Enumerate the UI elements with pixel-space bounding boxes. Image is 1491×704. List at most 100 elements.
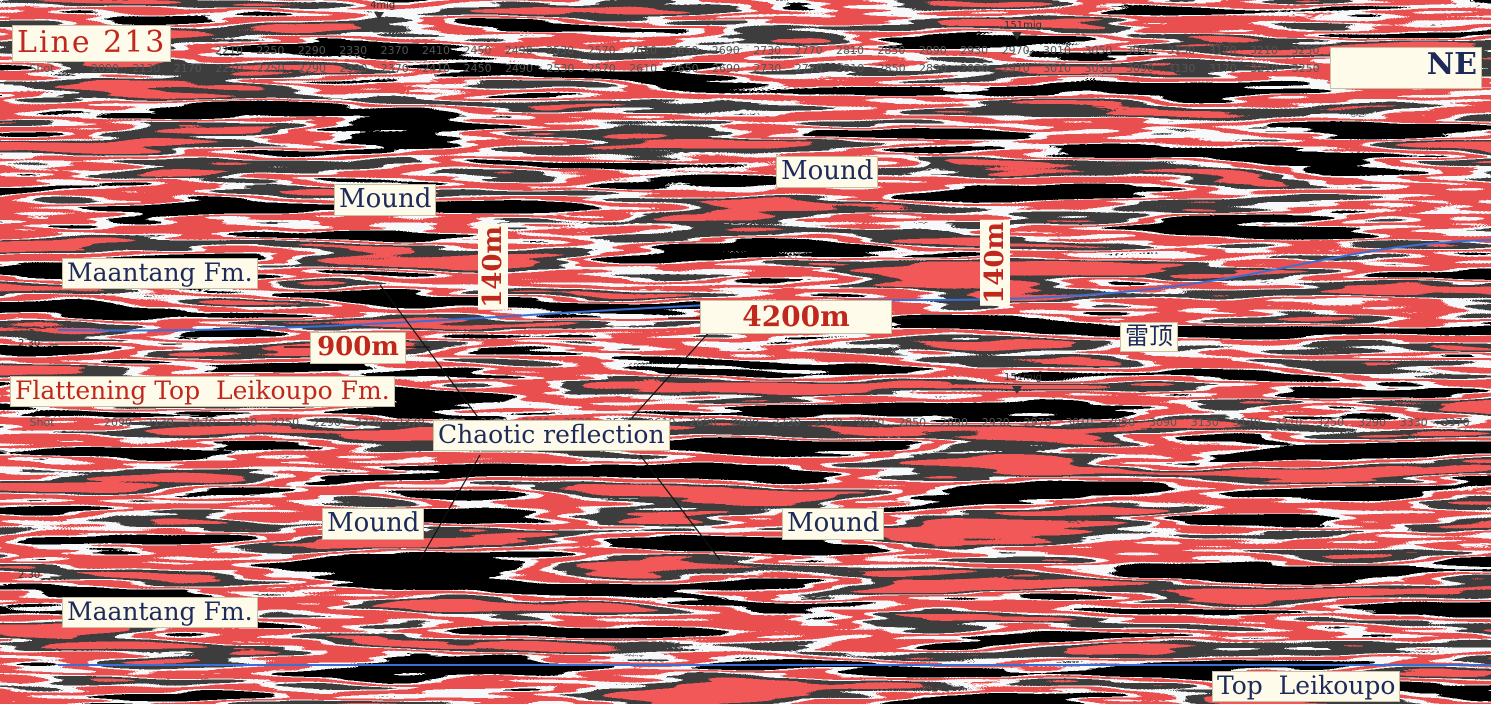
annotation: Mound: [782, 508, 884, 540]
axis-label: 3130: [1167, 44, 1195, 57]
axis-label: 2250: [257, 62, 285, 75]
axis-label: 2530: [546, 44, 574, 57]
axis-label: 2330: [339, 44, 367, 57]
axis-label: 3130: [1167, 62, 1195, 75]
axis-label: 3130: [1191, 416, 1219, 429]
axis-label: 3050: [1084, 44, 1112, 57]
axis-label: 2850: [878, 62, 906, 75]
width-label: 900m: [310, 332, 406, 364]
axis-label: 2570: [588, 62, 616, 75]
axis-label: 3250: [1292, 62, 1320, 75]
axis-label: 2370: [381, 44, 409, 57]
axis-label: 2250: [271, 416, 299, 429]
axis-label: 2930: [982, 416, 1010, 429]
axis-label: 2730: [773, 416, 801, 429]
direction-label: NE: [1330, 47, 1482, 89]
axis-label: 2810: [856, 416, 884, 429]
axis-label: 2610: [629, 44, 657, 57]
axis-label: 2770: [795, 44, 823, 57]
axis-label: 3250: [1291, 44, 1319, 57]
axis-label: 3210: [1250, 44, 1278, 57]
axis-label: 2730: [753, 62, 781, 75]
axis-label: 3010: [1043, 44, 1071, 57]
axis-label: 3090: [1126, 62, 1154, 75]
axis-label: 2850: [898, 416, 926, 429]
axis-label: 3210: [1274, 416, 1302, 429]
trace-marker: 151mig: [1004, 372, 1042, 383]
axis-label: 2890: [940, 416, 968, 429]
axis-label: 2970: [1024, 416, 1052, 429]
annotation: Chaotic reflection: [433, 420, 670, 451]
axis-label: 2130: [146, 416, 174, 429]
axis-label: 2090: [104, 416, 132, 429]
axis-label: 3170: [1209, 62, 1237, 75]
axis-label: 2770: [795, 62, 823, 75]
axis-label: 2330: [339, 62, 367, 75]
axis-label: 2170: [188, 416, 216, 429]
axis-label: 3370: [1442, 416, 1470, 429]
axis-label: 3170: [1233, 416, 1261, 429]
axis-label: 2770: [815, 416, 843, 429]
page-body: 2210 2250 2290 2330 2370 2410 2450 2490 2530 2570…: [0, 0, 1491, 704]
trace-marker: 151mig: [1004, 20, 1042, 31]
time-label: 2.30: [18, 338, 40, 349]
axis-label: 3250: [1316, 416, 1344, 429]
axis-label: 2610: [629, 62, 657, 75]
axis-label: 3090: [1126, 44, 1154, 57]
thickness-label: 140m: [478, 224, 508, 310]
axis-label: 3050: [1107, 416, 1135, 429]
axis-label: 3010: [1043, 62, 1071, 75]
time-label: 2.30: [18, 570, 40, 581]
axis-label: 2890: [919, 44, 947, 57]
annotation: Mound: [776, 156, 878, 188]
axis-label: 2570: [588, 44, 616, 57]
axis-label: 2970: [1002, 62, 1030, 75]
axis-label: 2370: [397, 416, 425, 429]
annotation: Top Leikoupo: [1212, 671, 1400, 702]
trace-marker: 4mig: [370, 0, 395, 11]
axis-label: 2330: [355, 416, 383, 429]
axis-label: 2690: [712, 44, 740, 57]
width-label: 4200m: [700, 300, 892, 334]
axis-label: 2290: [298, 62, 326, 75]
page: Line 213 seismic section { "top_panel": …: [0, 0, 1491, 704]
panel-title: Flattening Top Leikoupo Fm.: [10, 376, 395, 407]
axis-label: 2650: [689, 416, 717, 429]
axis-label: 3090: [1149, 416, 1177, 429]
axis-label: 2730: [753, 44, 781, 57]
seismic-bottom: [58, 440, 1491, 702]
axis-label: 3210: [1250, 62, 1278, 75]
annotation: Mound: [322, 508, 424, 540]
axis-label: 2450: [464, 62, 492, 75]
axis-label: 2210: [215, 44, 243, 57]
axis-label: 2650: [670, 44, 698, 57]
axis-label: 2410: [422, 44, 450, 57]
thickness-label: 140m: [980, 220, 1010, 306]
axis-label: 2930: [960, 62, 988, 75]
axis-label: 2210: [215, 62, 243, 75]
axis-label: 2890: [919, 62, 947, 75]
axis-label: 2290: [313, 416, 341, 429]
axis-label: 2250: [256, 44, 284, 57]
axis-label: 3010: [1065, 416, 1093, 429]
axis-label: 2210: [229, 416, 257, 429]
annotation: 雷顶: [1120, 322, 1178, 352]
axis-label: 2970: [1002, 44, 1030, 57]
axis-label: 2690: [712, 62, 740, 75]
axis-label: 3330: [1400, 416, 1428, 429]
axis-label: 2490: [505, 62, 533, 75]
axis-label: 2810: [836, 44, 864, 57]
axis-label: 3170: [1209, 44, 1237, 57]
panel-title: Line 213: [12, 25, 171, 62]
axis-label: 2090: [91, 62, 119, 75]
axis-label: 2810: [836, 62, 864, 75]
axis-label: 2170: [174, 62, 202, 75]
axis-label: 2410: [422, 62, 450, 75]
axis-label: 2370: [381, 62, 409, 75]
axis-label: 2930: [960, 44, 988, 57]
axis-label: 2130: [132, 62, 160, 75]
axis-label: 2290: [298, 44, 326, 57]
annotation: Maantang Fm.: [62, 258, 258, 289]
axis-label: 2650: [671, 62, 699, 75]
axis-label: 2490: [505, 44, 533, 57]
